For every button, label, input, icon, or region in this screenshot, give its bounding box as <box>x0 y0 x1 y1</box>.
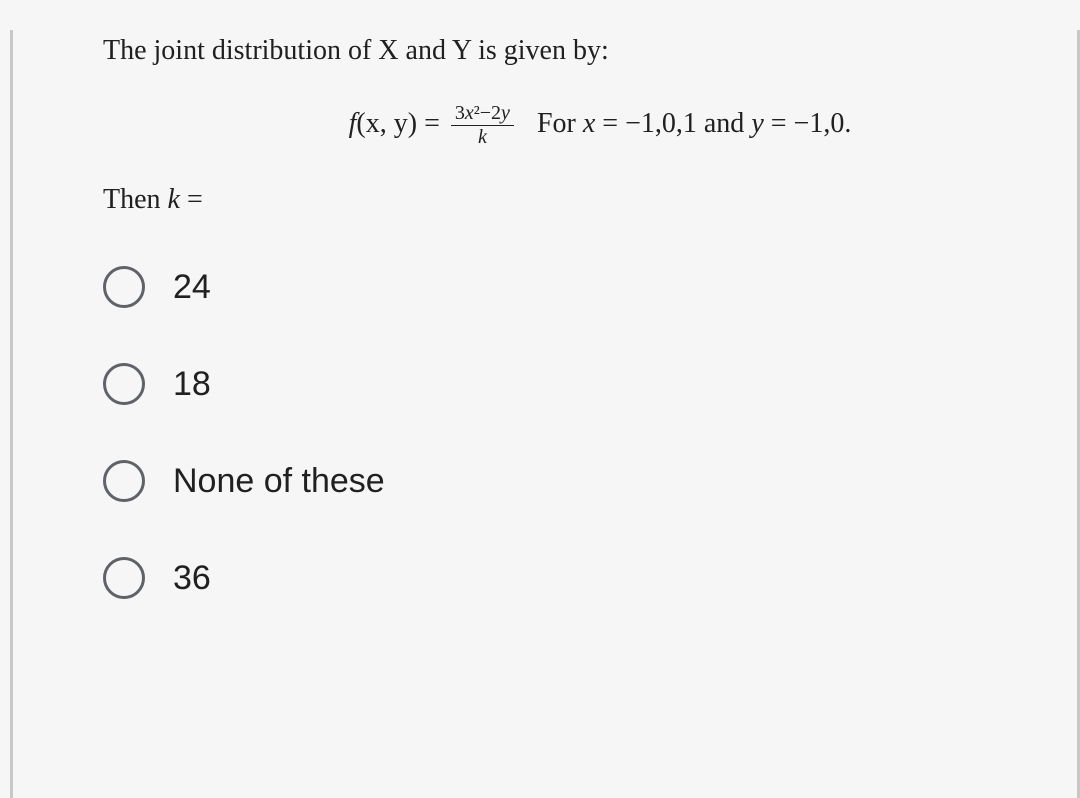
option-18[interactable]: 18 <box>103 363 1037 405</box>
question-intro-text: The joint distribution of X and Y is giv… <box>103 35 609 66</box>
option-label: 18 <box>173 365 211 404</box>
option-24[interactable]: 24 <box>103 266 1037 308</box>
radio-icon <box>103 460 145 502</box>
question-formula: f(x, y) = 3x²−2yk For x = −1,0,1 and y =… <box>103 102 1037 149</box>
radio-icon <box>103 266 145 308</box>
formula-denominator: k <box>451 126 514 149</box>
formula-numerator: 3x²−2y <box>451 102 514 126</box>
radio-icon <box>103 557 145 599</box>
for-y: y = −1,0. <box>751 108 851 139</box>
for-join: and <box>697 108 751 139</box>
for-prefix: For <box>530 108 583 139</box>
formula-equals: = <box>417 108 447 139</box>
formula-fraction: 3x²−2yk <box>451 102 514 149</box>
option-36[interactable]: 36 <box>103 557 1037 599</box>
option-label: 36 <box>173 559 211 598</box>
option-none[interactable]: None of these <box>103 460 1037 502</box>
options-list: 24 18 None of these 36 <box>103 266 1037 599</box>
option-label: 24 <box>173 268 211 307</box>
formula-for: For x = −1,0,1 and y = −1,0. <box>530 108 851 139</box>
question-container: The joint distribution of X and Y is giv… <box>10 30 1080 798</box>
question-then: Then k = <box>103 184 1037 216</box>
question-intro: The joint distribution of X and Y is giv… <box>103 30 1037 72</box>
radio-icon <box>103 363 145 405</box>
option-label: None of these <box>173 462 385 501</box>
for-x: x = −1,0,1 <box>583 108 697 139</box>
formula-args: (x, y) <box>356 108 417 139</box>
